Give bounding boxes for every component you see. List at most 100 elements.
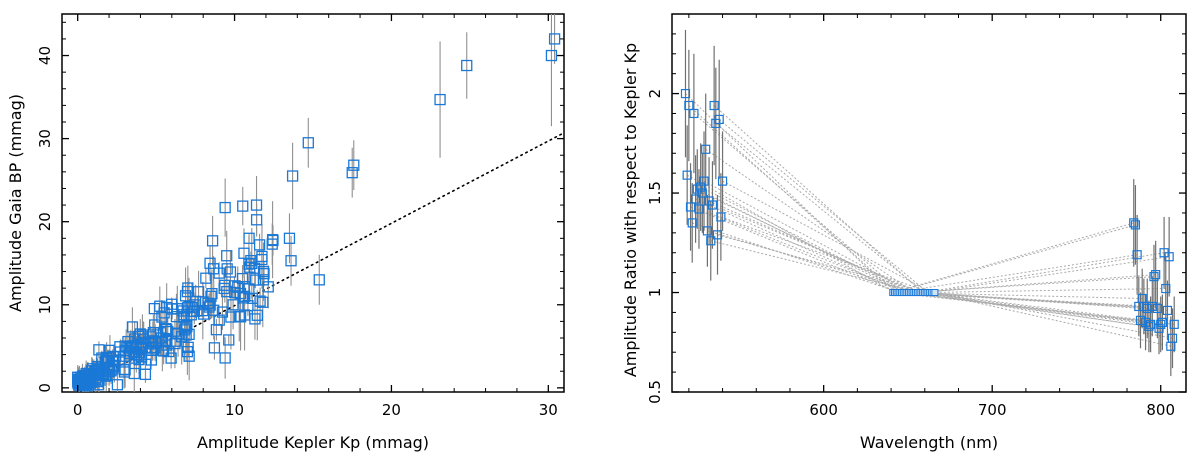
connector-line [703,180,913,293]
connector-line [688,105,897,293]
right-x-axis-label: Wavelength (nm) [860,433,998,452]
data-point [1144,321,1154,331]
data-point [208,342,221,354]
data-point [245,254,257,267]
data-point [239,290,251,302]
data-point [207,263,220,275]
data-point [189,299,201,311]
data-point [120,340,132,352]
data-point [119,364,131,376]
data-point [126,321,139,333]
data-point [1151,270,1161,280]
connector-line [715,123,925,293]
connector-line [720,216,930,293]
x-tick-label: 700 [978,401,1007,419]
data-point [434,93,446,106]
connector-line [707,230,916,294]
connector-line [712,204,922,293]
connector-line [917,292,1158,309]
connector-line [908,292,1149,327]
data-point [73,375,85,387]
data-point [250,199,263,211]
data-point [181,320,193,333]
y-tick-label: 0.5 [646,380,664,404]
connector-line [915,274,1156,294]
data-point [156,311,168,323]
data-point [221,285,233,298]
data-point [177,305,189,317]
connector-line [692,222,900,294]
data-point [96,352,108,364]
data-point [1130,220,1141,230]
data-point [1149,272,1159,282]
left-x-axis-label: Amplitude Kepler Kp (mmag) [197,433,429,452]
data-point [160,334,172,347]
data-point [182,282,194,294]
data-point [1157,317,1168,327]
data-point [461,59,473,72]
data-point [286,170,299,182]
data-point [133,354,145,366]
connector-line [695,198,904,293]
data-point [690,194,701,204]
data-point [1129,218,1139,228]
right-plot-frame [671,13,1187,393]
x-tick-label: 600 [809,401,838,419]
data-point [134,328,146,340]
data-point [160,323,173,336]
connector-line [713,105,923,293]
connector-line [693,113,902,293]
data-point [223,334,235,346]
connector-line [896,254,1138,294]
x-tick-label: 10 [225,401,244,419]
connector-line [919,292,1160,329]
data-point [205,290,217,303]
left-axis-ticks: 0 10 20 30 0 10 20 30 40 [36,14,564,419]
data-point [153,335,165,347]
data-point [699,176,709,186]
data-point [149,319,161,331]
connector-line [705,148,915,293]
connector-line [892,222,1134,294]
data-point [219,201,231,214]
data-point [545,49,558,62]
data-point [206,235,219,247]
data-point [100,355,112,367]
data-point [166,298,178,310]
data-point [183,350,195,362]
data-point [219,352,231,364]
data-point [200,272,212,284]
y-tick-label: 1.5 [646,181,664,205]
data-point [133,330,145,343]
data-point [253,239,266,251]
connector-line [718,119,929,293]
connector-line [702,192,911,293]
left-chart: 0 10 20 30 0 10 20 30 40 Amplitude Kepler Kp (mm… [6,13,565,452]
data-point [714,114,724,125]
data-point [249,313,261,325]
y-tick-label: 20 [36,212,54,231]
data-point [1164,252,1174,262]
reference-line [76,132,565,389]
connector-line [913,276,1155,294]
right-axis-ticks: 600 700 800 0.5 1 1.5 2 [646,14,1186,419]
data-point [250,214,263,226]
right-y-axis-label: Amplitude Ratio with respect to Kepler K… [621,43,640,377]
data-point [198,308,210,320]
data-point [243,258,255,270]
connector-line [933,292,1173,339]
data-point [182,341,194,353]
left-y-axis-label: Amplitude Gaia BP (mmag) [6,94,25,312]
data-point [682,170,692,180]
left-plot-frame [61,13,565,393]
data-point [254,295,266,307]
connector-line [717,234,927,294]
data-point [266,238,278,250]
data-point [101,355,114,368]
y-tick-label: 30 [36,129,54,148]
data-point [1156,319,1166,329]
data-point [687,218,697,228]
data-point [246,257,258,270]
data-point [346,167,358,179]
